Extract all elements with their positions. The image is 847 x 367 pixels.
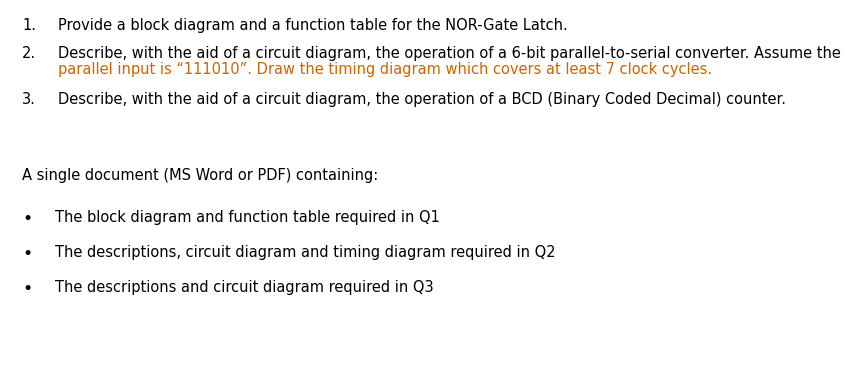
Text: •: • <box>22 245 32 263</box>
Text: The descriptions and circuit diagram required in Q3: The descriptions and circuit diagram req… <box>55 280 434 295</box>
Text: parallel input is “111010”. Draw the timing diagram which covers at least 7 cloc: parallel input is “111010”. Draw the tim… <box>58 62 712 77</box>
Text: Describe, with the aid of a circuit diagram, the operation of a 6-bit parallel-t: Describe, with the aid of a circuit diag… <box>58 46 841 61</box>
Text: 3.: 3. <box>22 92 36 107</box>
Text: The descriptions, circuit diagram and timing diagram required in Q2: The descriptions, circuit diagram and ti… <box>55 245 556 260</box>
Text: The block diagram and function table required in Q1: The block diagram and function table req… <box>55 210 440 225</box>
Text: Describe, with the aid of a circuit diagram, the operation of a BCD (Binary Code: Describe, with the aid of a circuit diag… <box>58 92 786 107</box>
Text: A single document (MS Word or PDF) containing:: A single document (MS Word or PDF) conta… <box>22 168 379 183</box>
Text: 1.: 1. <box>22 18 36 33</box>
Text: Provide a block diagram and a function table for the NOR-Gate Latch.: Provide a block diagram and a function t… <box>58 18 567 33</box>
Text: 2.: 2. <box>22 46 36 61</box>
Text: •: • <box>22 210 32 228</box>
Text: •: • <box>22 280 32 298</box>
